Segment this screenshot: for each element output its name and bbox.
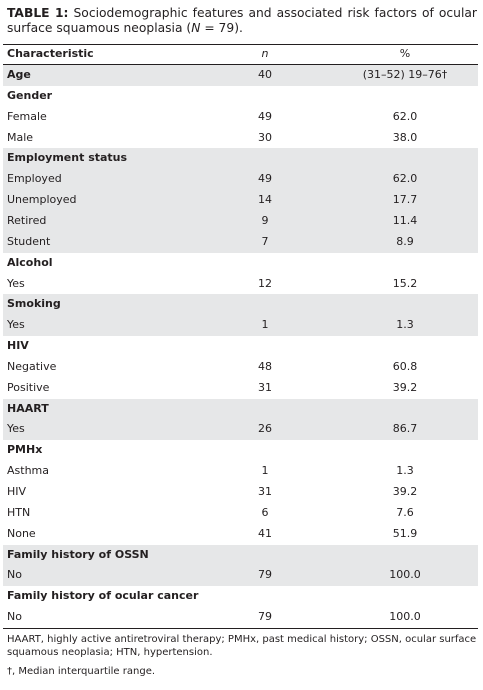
row-shading: [3, 169, 478, 191]
row-value: 30: [258, 130, 272, 144]
header-cell: Characteristic: [7, 47, 94, 60]
row-value: 11.4: [392, 213, 418, 227]
row-label: No: [7, 568, 22, 582]
row-label: Student: [7, 234, 51, 248]
row-label: PMHx: [7, 443, 43, 457]
row-value: 7.6: [396, 505, 414, 519]
row-value: 40: [258, 68, 272, 81]
row-label: No: [7, 610, 22, 624]
row-shading: [3, 544, 478, 566]
row-value: 1.3: [396, 464, 414, 478]
row-label: Yes: [7, 422, 25, 436]
row-value: 14: [258, 193, 272, 207]
row-value: 86.7: [392, 422, 418, 436]
row-value: 8.9: [396, 234, 414, 248]
row-value: 31: [258, 380, 272, 394]
row-label: Unemployed: [7, 193, 77, 207]
row-value: 62.0: [392, 109, 418, 123]
row-value: 7: [261, 234, 269, 248]
row-label: Yes: [7, 318, 25, 332]
row-value: 15.2: [392, 276, 418, 290]
row-shading: [3, 294, 478, 316]
row-value: 31: [258, 485, 272, 498]
row-value: 49: [258, 109, 272, 123]
row-label: Age: [7, 68, 31, 81]
row-label: HIV: [7, 485, 27, 498]
footnote: HAART, highly active antiretroviral ther…: [7, 633, 477, 658]
row-label: Family history of OSSN: [7, 547, 149, 561]
caption-variable: N: [191, 21, 201, 35]
table-bottom-rule: [3, 627, 478, 629]
row-label: Alcohol: [7, 255, 53, 269]
row-value: 12: [258, 276, 272, 290]
row-label: Female: [7, 109, 47, 123]
row-value: 60.8: [392, 359, 418, 373]
row-label: Yes: [7, 276, 25, 290]
row-shading: [3, 190, 478, 211]
row-label: Employment status: [7, 151, 128, 165]
row-label: Employed: [7, 172, 62, 186]
row-value: 26: [258, 422, 272, 436]
row-value: 6: [261, 505, 269, 519]
header-cell: n: [261, 47, 269, 60]
row-label: Gender: [7, 88, 53, 102]
row-value: 39.2: [392, 380, 418, 394]
row-value: 1: [261, 318, 269, 332]
row-label: Asthma: [7, 464, 49, 478]
row-label: None: [7, 526, 36, 540]
row-value: 100.0: [389, 610, 421, 624]
row-label: Smoking: [7, 297, 61, 311]
row-label: Male: [7, 130, 34, 144]
table-top-rule: [3, 44, 478, 45]
row-value: 38.0: [392, 130, 418, 144]
header-rule: [3, 64, 478, 65]
row-value: 62.0: [392, 172, 418, 186]
row-value: 51.9: [392, 526, 418, 540]
caption-text: Sociodemographic features and associated…: [7, 6, 477, 35]
row-value: 48: [258, 359, 272, 373]
row-label: Family history of ocular cancer: [7, 589, 199, 603]
row-value: 79: [258, 568, 272, 582]
footnote: †, Median interquartile range.: [7, 665, 156, 677]
row-value: 39.2: [392, 485, 418, 498]
row-value: 9: [261, 213, 269, 227]
row-shading: [3, 65, 478, 86]
row-label: Retired: [7, 213, 47, 227]
row-shading: [3, 210, 478, 232]
row-shading: [3, 148, 478, 170]
row-shading: [3, 398, 478, 420]
row-value: 79: [258, 610, 272, 624]
row-value: 17.7: [392, 193, 418, 207]
row-shading: [3, 231, 478, 253]
row-label: HAART: [7, 401, 49, 415]
caption-text-end: = 79).: [200, 21, 243, 35]
row-shading: [3, 315, 478, 337]
row-value: 49: [258, 172, 272, 186]
row-label: HIV: [7, 339, 29, 353]
row-label: HTN: [7, 505, 31, 519]
caption-label: TABLE 1:: [7, 6, 69, 20]
row-value: 1: [261, 464, 269, 478]
row-value: 41: [258, 526, 272, 540]
row-shading: [3, 419, 478, 441]
row-value: 1.3: [396, 318, 414, 332]
caption: TABLE 1: Sociodemographic features and a…: [7, 6, 477, 36]
row-value: (31–52) 19–76†: [362, 68, 448, 81]
row-shading: [3, 565, 478, 587]
row-label: Negative: [7, 359, 57, 373]
row-label: Positive: [7, 380, 50, 394]
header-cell: %: [399, 47, 411, 60]
row-value: 100.0: [389, 568, 421, 582]
